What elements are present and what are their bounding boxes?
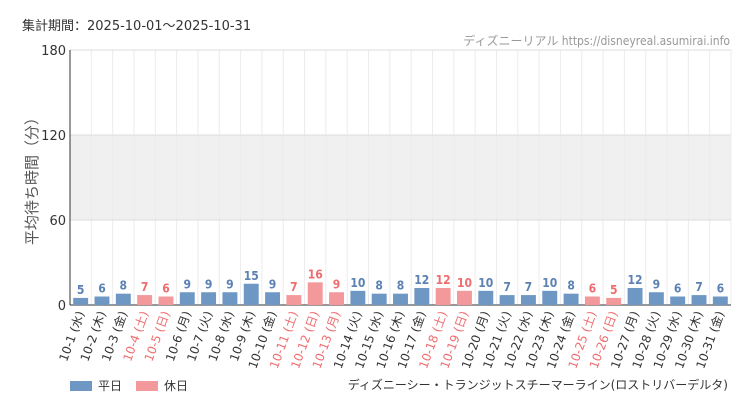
bar xyxy=(350,290,366,305)
bar xyxy=(648,292,664,305)
bar-value-label: 12 xyxy=(628,273,643,287)
bar xyxy=(115,293,131,305)
legend-item-holiday: 休日 xyxy=(136,377,188,394)
bar xyxy=(542,290,558,305)
bar-value-label: 5 xyxy=(77,283,85,297)
ride-name: ディズニーシー・トランジットスチーマーライン(ロストリバーデルタ) xyxy=(347,378,728,392)
bar-value-label: 12 xyxy=(436,273,451,287)
bar xyxy=(670,296,686,305)
bar xyxy=(243,283,259,305)
y-tick-label: 0 xyxy=(58,299,66,314)
shaded-band xyxy=(70,135,731,220)
bar xyxy=(265,292,281,305)
legend: 平日 休日 xyxy=(70,377,202,394)
bar xyxy=(393,293,408,305)
bar xyxy=(222,292,238,305)
bar-value-label: 9 xyxy=(184,277,192,291)
bar xyxy=(627,288,643,305)
bar-value-label: 7 xyxy=(695,280,703,294)
bar-value-label: 5 xyxy=(610,283,618,297)
bar xyxy=(414,288,430,305)
legend-label-weekday: 平日 xyxy=(98,379,123,393)
bar xyxy=(201,292,217,305)
bar-value-label: 6 xyxy=(589,282,597,296)
bar-value-label: 9 xyxy=(205,277,213,291)
period-label: 集計期間：2025-10-01〜2025-10-31 xyxy=(22,19,252,34)
bar xyxy=(499,295,515,305)
bar xyxy=(158,296,174,305)
bar xyxy=(307,282,323,305)
bar-value-label: 12 xyxy=(414,273,429,287)
y-tick-label: 120 xyxy=(41,129,66,144)
bar xyxy=(371,293,387,305)
bar xyxy=(329,292,344,305)
bar-value-label: 6 xyxy=(717,282,725,296)
bar xyxy=(94,296,110,305)
bar-value-label: 8 xyxy=(397,279,405,293)
bar xyxy=(73,297,89,305)
bar xyxy=(712,296,728,305)
bar-value-label: 8 xyxy=(120,279,128,293)
bar-value-label: 9 xyxy=(269,277,277,291)
bar-value-label: 9 xyxy=(653,277,661,291)
y-tick-label: 180 xyxy=(41,44,66,59)
bar xyxy=(286,295,302,305)
legend-label-holiday: 休日 xyxy=(164,379,189,393)
bar xyxy=(457,290,472,305)
bar-value-label: 7 xyxy=(503,280,511,294)
bar-value-label: 7 xyxy=(525,280,533,294)
bar xyxy=(179,292,195,305)
bar-value-label: 7 xyxy=(141,280,149,294)
bar xyxy=(563,293,579,305)
bar xyxy=(478,290,494,305)
legend-swatch-holiday xyxy=(136,380,159,391)
legend-item-weekday: 平日 xyxy=(70,377,122,394)
bar xyxy=(584,296,600,305)
bar xyxy=(606,297,622,305)
legend-swatch-weekday xyxy=(70,380,92,391)
bar-value-label: 16 xyxy=(308,267,323,281)
bar-value-label: 10 xyxy=(478,276,493,290)
y-axis-label: 平均待ち時間（分） xyxy=(23,110,41,245)
bar xyxy=(520,295,536,305)
bar-value-label: 10 xyxy=(542,276,557,290)
bar-value-label: 9 xyxy=(333,277,341,291)
bar-value-label: 8 xyxy=(567,279,575,293)
bar-value-label: 6 xyxy=(674,282,682,296)
bar-value-label: 7 xyxy=(290,280,298,294)
bar-value-label: 6 xyxy=(162,282,170,296)
bar-value-label: 10 xyxy=(350,276,365,290)
bar-value-label: 8 xyxy=(375,279,383,293)
bar-value-label: 15 xyxy=(244,269,259,283)
site-label: ディズニーリアル https://disneyreal.asumirai.inf… xyxy=(463,34,730,48)
bar xyxy=(435,288,451,305)
bar-value-label: 6 xyxy=(98,282,106,296)
bar xyxy=(137,295,153,305)
bar-value-label: 9 xyxy=(226,277,234,291)
bar xyxy=(691,295,707,305)
y-tick-label: 60 xyxy=(49,214,66,229)
bar-value-label: 10 xyxy=(457,276,472,290)
